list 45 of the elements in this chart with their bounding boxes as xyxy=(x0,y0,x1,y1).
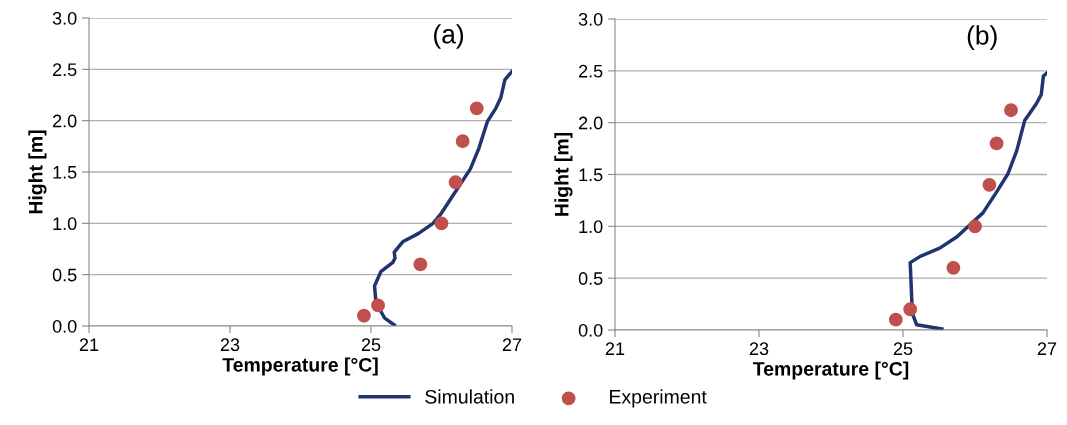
point xyxy=(946,260,961,275)
y-tick-label: 3.0 xyxy=(52,11,77,25)
point xyxy=(455,134,470,149)
annotation: (a) xyxy=(434,24,464,49)
y-tick-label: 1.0 xyxy=(579,220,603,234)
annotation: (b) xyxy=(967,25,997,50)
point xyxy=(469,101,484,116)
y-tick-label: 1.0 xyxy=(53,217,77,231)
x-tick-label: 27 xyxy=(502,338,522,351)
x-axis-title: Temperature [°C] xyxy=(752,361,909,380)
x-tick-label: 23 xyxy=(749,342,769,356)
y-axis-title: Hight [m] xyxy=(554,132,573,216)
point xyxy=(888,312,903,327)
point xyxy=(982,177,997,192)
x-tick-label: 21 xyxy=(79,338,99,351)
line-series xyxy=(372,69,512,326)
x-tick-label: 21 xyxy=(605,342,625,355)
x-axis-title: Temperature [°C] xyxy=(222,357,378,376)
point xyxy=(413,257,428,272)
point xyxy=(989,136,1004,151)
y-tick-label: 0.5 xyxy=(578,272,603,285)
y-tick-label: 2.0 xyxy=(53,114,77,128)
y-tick-label: 0.5 xyxy=(52,268,77,282)
point xyxy=(448,175,463,190)
y-tick-label: 2.5 xyxy=(579,64,603,78)
y-axis-title: Hight [m] xyxy=(28,130,47,214)
y-tick-label: 0.0 xyxy=(578,323,603,337)
point xyxy=(968,219,982,234)
y-tick-label: 3.0 xyxy=(578,12,603,26)
x-tick-label: 23 xyxy=(220,338,240,352)
x-tick-label: 27 xyxy=(1037,342,1057,355)
x-tick-label: 25 xyxy=(893,342,913,356)
x-tick-label: 25 xyxy=(361,338,381,352)
point xyxy=(1004,103,1018,118)
point xyxy=(434,216,449,231)
point xyxy=(903,302,918,317)
legend-label: Experiment xyxy=(610,389,707,408)
point xyxy=(371,298,385,313)
y-tick-label: 0.0 xyxy=(52,319,77,333)
y-tick-label: 1.5 xyxy=(579,168,603,182)
y-tick-label: 2.0 xyxy=(579,116,603,130)
y-tick-label: 1.5 xyxy=(53,166,77,179)
y-tick-label: 2.5 xyxy=(53,63,77,77)
legend-label: Simulation xyxy=(425,389,514,404)
point xyxy=(357,308,371,323)
